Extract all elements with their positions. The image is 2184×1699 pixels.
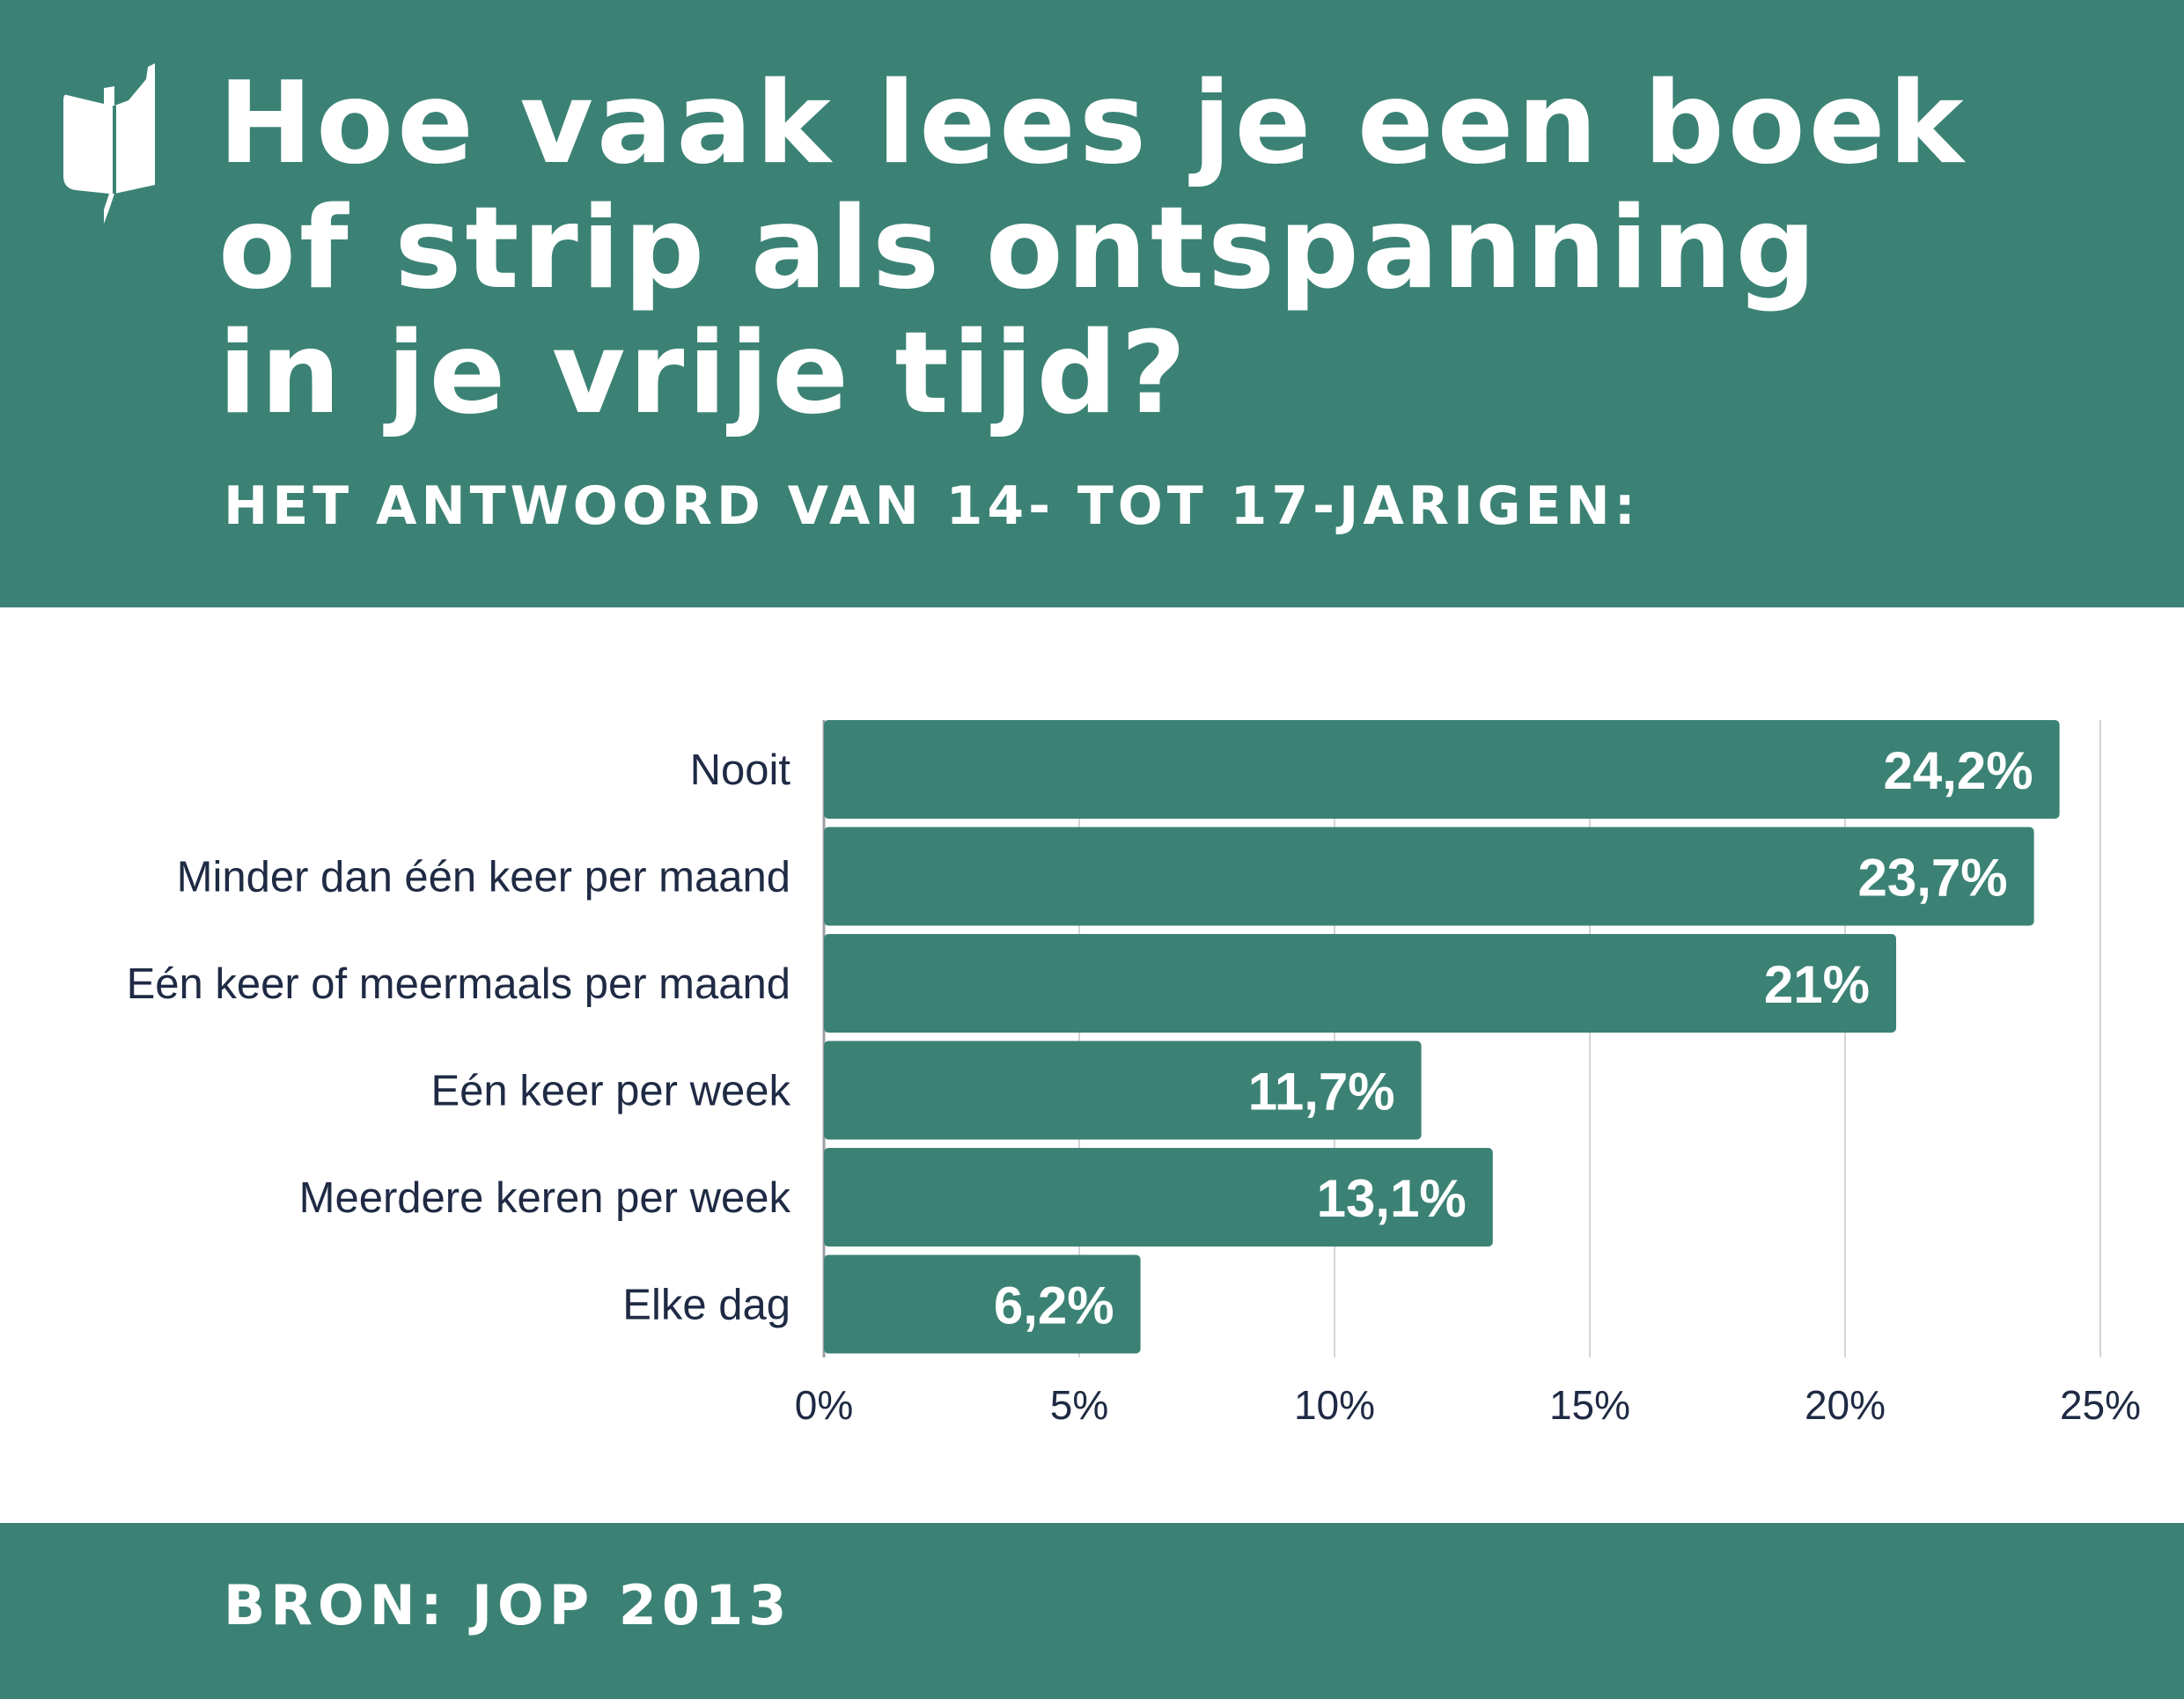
value-label: 23,7% xyxy=(1857,849,2007,908)
x-axis-tick-labels: 0% 5% 10% 15% 20% 25% xyxy=(795,1382,2141,1428)
bar-chart: Nooit Minder dan één keer per maand Eén ke… xyxy=(127,720,2141,1428)
source-label: BRON: JOP 2013 xyxy=(224,1573,792,1637)
header-banner: Hoe vaak lees je een boek of strip als o… xyxy=(0,0,2184,607)
value-label: 24,2% xyxy=(1883,741,2033,800)
x-tick-label: 0% xyxy=(795,1382,853,1428)
value-label: 6,2% xyxy=(994,1276,1114,1335)
bar xyxy=(824,1254,1141,1354)
bar xyxy=(824,1041,1422,1140)
footer-banner: BRON: JOP 2013 xyxy=(0,1523,2184,1699)
category-label: Elke dag xyxy=(622,1282,791,1329)
category-label: Minder dan één keer per maand xyxy=(177,854,791,901)
value-labels: 24,2% 23,7% 21% 11,7% 13,1% 6,2% xyxy=(994,741,2033,1335)
x-tick-label: 25% xyxy=(2060,1382,2141,1428)
chart-subtitle: HET ANTWOORD VAN 14- TOT 17-JARIGEN: xyxy=(224,475,1640,537)
category-label: Eén keer of meermaals per maand xyxy=(127,960,791,1008)
chart-title: Hoe vaak lees je een boek of strip als o… xyxy=(218,58,1967,439)
book-speech-bubble-icon xyxy=(63,63,155,224)
category-label: Meerdere keren per week xyxy=(299,1174,791,1222)
x-tick-label: 5% xyxy=(1050,1382,1108,1428)
x-tick-label: 10% xyxy=(1294,1382,1375,1428)
x-tick-label: 20% xyxy=(1805,1382,1886,1428)
x-tick-label: 15% xyxy=(1549,1382,1630,1428)
category-label: Eén keer per week xyxy=(430,1068,791,1115)
bars xyxy=(824,720,2060,1354)
value-label: 21% xyxy=(1764,955,1870,1014)
bar xyxy=(824,827,2034,926)
bar xyxy=(824,934,1896,1033)
gridlines xyxy=(822,720,2101,1357)
category-label: Nooit xyxy=(690,747,791,794)
value-label: 11,7% xyxy=(1248,1063,1395,1122)
bar xyxy=(824,720,2060,819)
value-label: 13,1% xyxy=(1317,1169,1467,1228)
bar xyxy=(824,1148,1493,1247)
category-labels: Nooit Minder dan één keer per maand Eén ke… xyxy=(127,747,791,1329)
